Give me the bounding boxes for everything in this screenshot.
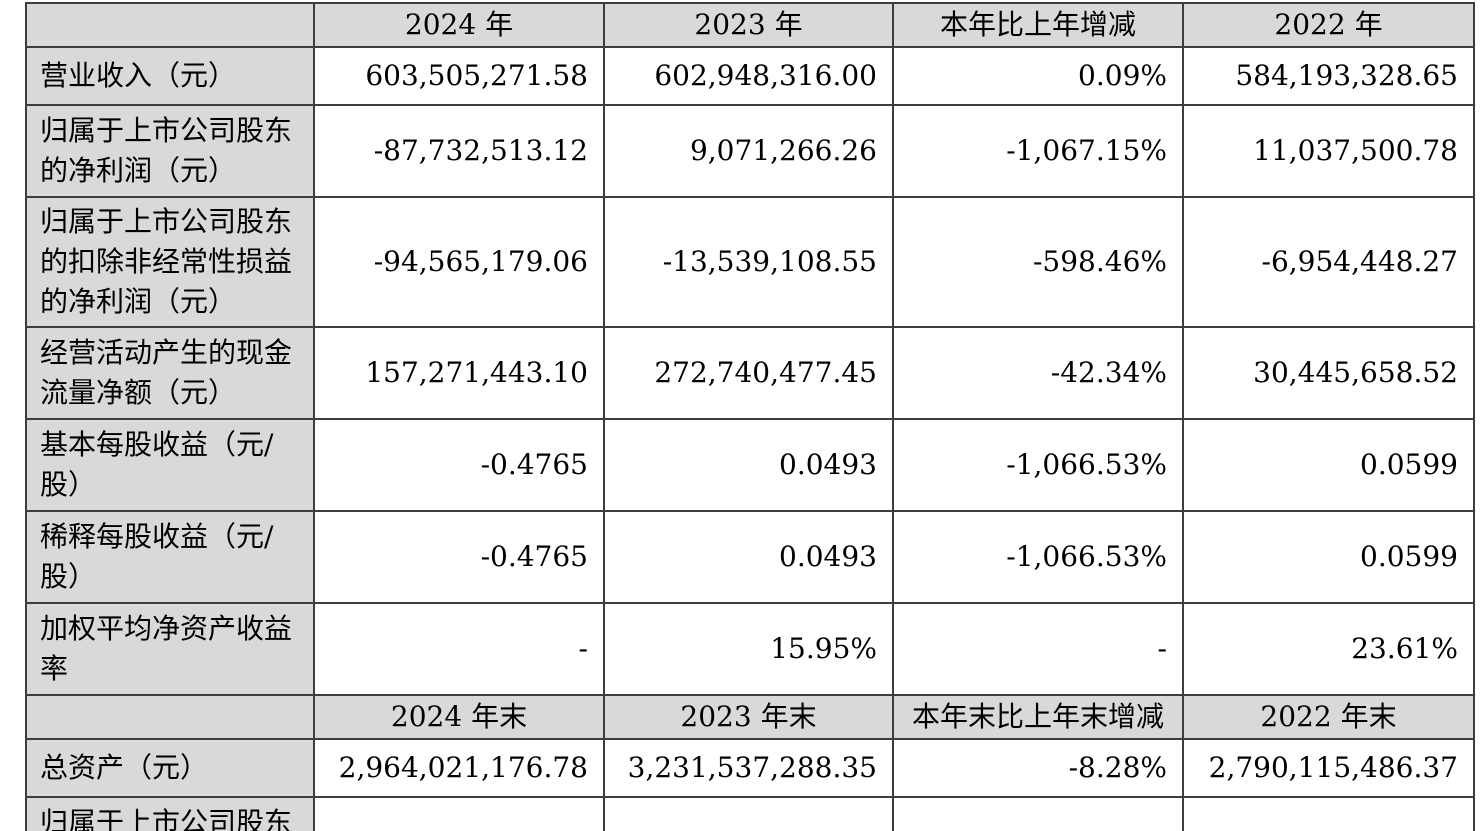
- header-corner-blank: [25, 694, 315, 740]
- financial-summary-table: 2024 年 2023 年 本年比上年增减 2022 年 营业收入（元） 603…: [25, 2, 1475, 831]
- cell-2022-value: 0.0599: [1182, 510, 1475, 604]
- table-row-operating-revenue: 营业收入（元） 603,505,271.58 602,948,316.00 0.…: [25, 46, 1475, 106]
- column-header-2022: 2022 年: [1182, 2, 1475, 48]
- cell-yoy-change-value: -1,066.53%: [892, 418, 1184, 512]
- cell-2022-value: 30,445,658.52: [1182, 326, 1475, 420]
- cell-yoy-change-value: -1,067.15%: [892, 104, 1184, 198]
- cell-2022-value: 51,262,265.24: [1182, 796, 1475, 831]
- row-label: 总资产（元）: [25, 738, 315, 798]
- cell-2024-value: -87,732,513.12: [313, 104, 605, 198]
- table-header-row-annual: 2024 年 2023 年 本年比上年增减 2022 年: [25, 2, 1475, 48]
- row-label: 加权平均净资产收益率: [25, 602, 315, 696]
- cell-yoy-change-value: -8.28%: [892, 738, 1184, 798]
- cell-2024-value: -42,751,576.11: [313, 796, 605, 831]
- cell-2024-value: 603,505,271.58: [313, 46, 605, 106]
- cell-2022-value: 584,193,328.65: [1182, 46, 1475, 106]
- cell-2023-value: 0.0493: [603, 418, 894, 512]
- cell-2022-value: -6,954,448.27: [1182, 196, 1475, 328]
- cell-2023-value: 9,071,266.26: [603, 104, 894, 198]
- cell-2023-value: 272,740,477.45: [603, 326, 894, 420]
- cell-2023-value: 35,757,804.05: [603, 796, 894, 831]
- cell-yoy-change-value: -: [892, 602, 1184, 696]
- cell-2024-value: 2,964,021,176.78: [313, 738, 605, 798]
- table-row-basic-eps: 基本每股收益（元/股） -0.4765 0.0493 -1,066.53% 0.…: [25, 418, 1475, 512]
- table-row-net-profit-excl-nonrecurring: 归属于上市公司股东的扣除非经常性损益的净利润（元） -94,565,179.06…: [25, 196, 1475, 328]
- cell-2022-value: 0.0599: [1182, 418, 1475, 512]
- cell-2023-value: 0.0493: [603, 510, 894, 604]
- column-header-yoy-change: 本年比上年增减: [892, 2, 1184, 48]
- cell-2023-value: 3,231,537,288.35: [603, 738, 894, 798]
- cell-yoy-change-value: -219.56%: [892, 796, 1184, 831]
- cell-2024-value: 157,271,443.10: [313, 326, 605, 420]
- cell-2024-value: -: [313, 602, 605, 696]
- table-row-total-assets: 总资产（元） 2,964,021,176.78 3,231,537,288.35…: [25, 738, 1475, 798]
- column-header-2022-year-end: 2022 年末: [1182, 694, 1475, 740]
- column-header-2024-year-end: 2024 年末: [313, 694, 605, 740]
- table-row-diluted-eps: 稀释每股收益（元/股） -0.4765 0.0493 -1,066.53% 0.…: [25, 510, 1475, 604]
- table-row-weighted-avg-roe: 加权平均净资产收益率 - 15.95% - 23.61%: [25, 602, 1475, 696]
- row-label: 稀释每股收益（元/股）: [25, 510, 315, 604]
- row-label: 归属于上市公司股东的净利润（元）: [25, 104, 315, 198]
- header-corner-blank: [25, 2, 315, 48]
- table-row-net-profit: 归属于上市公司股东的净利润（元） -87,732,513.12 9,071,26…: [25, 104, 1475, 198]
- cell-2022-value: 11,037,500.78: [1182, 104, 1475, 198]
- table-header-row-year-end: 2024 年末 2023 年末 本年末比上年末增减 2022 年末: [25, 694, 1475, 740]
- cell-2023-value: -13,539,108.55: [603, 196, 894, 328]
- column-header-year-end-change: 本年末比上年末增减: [892, 694, 1184, 740]
- cell-yoy-change-value: 0.09%: [892, 46, 1184, 106]
- cell-yoy-change-value: -1,066.53%: [892, 510, 1184, 604]
- row-label: 归属于上市公司股东的净资产（元）: [25, 796, 315, 831]
- row-label: 营业收入（元）: [25, 46, 315, 106]
- row-label: 基本每股收益（元/股）: [25, 418, 315, 512]
- row-label: 归属于上市公司股东的扣除非经常性损益的净利润（元）: [25, 196, 315, 328]
- cell-2023-value: 15.95%: [603, 602, 894, 696]
- table-row-net-assets: 归属于上市公司股东的净资产（元） -42,751,576.11 35,757,8…: [25, 796, 1475, 831]
- table-row-operating-cash-flow: 经营活动产生的现金流量净额（元） 157,271,443.10 272,740,…: [25, 326, 1475, 420]
- column-header-2023: 2023 年: [603, 2, 894, 48]
- cell-2023-value: 602,948,316.00: [603, 46, 894, 106]
- cell-2024-value: -0.4765: [313, 418, 605, 512]
- row-label: 经营活动产生的现金流量净额（元）: [25, 326, 315, 420]
- cell-yoy-change-value: -598.46%: [892, 196, 1184, 328]
- cell-yoy-change-value: -42.34%: [892, 326, 1184, 420]
- column-header-2023-year-end: 2023 年末: [603, 694, 894, 740]
- column-header-2024: 2024 年: [313, 2, 605, 48]
- cell-2024-value: -94,565,179.06: [313, 196, 605, 328]
- cell-2024-value: -0.4765: [313, 510, 605, 604]
- cell-2022-value: 2,790,115,486.37: [1182, 738, 1475, 798]
- cell-2022-value: 23.61%: [1182, 602, 1475, 696]
